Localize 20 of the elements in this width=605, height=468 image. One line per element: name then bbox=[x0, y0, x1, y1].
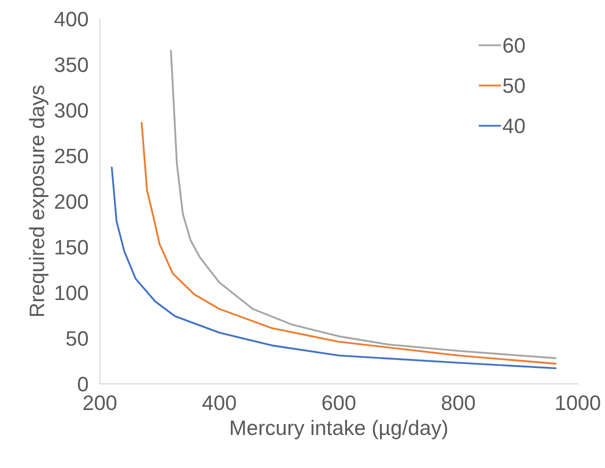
line-series bbox=[110, 166, 557, 370]
y-tick-label: 400 bbox=[54, 12, 88, 26]
x-tick-label: 400 bbox=[202, 395, 236, 410]
y-tick-label: 200 bbox=[55, 194, 88, 209]
y-axis-title: Rrequired exposure days bbox=[28, 86, 48, 316]
legend-label: 60 bbox=[503, 38, 525, 53]
x-tick-label: 200 bbox=[83, 395, 116, 410]
x-tick-label: 800 bbox=[442, 395, 475, 410]
legend-label: 50 bbox=[503, 78, 525, 94]
y-tick-label: 50 bbox=[66, 331, 88, 346]
x-tick-label: 1000 bbox=[556, 395, 600, 410]
y-tick-label: 300 bbox=[54, 102, 88, 118]
y-tick-label: 350 bbox=[54, 57, 88, 72]
y-tick-label: 250 bbox=[55, 148, 88, 164]
y-tick-label: 0 bbox=[78, 376, 88, 392]
y-tick-label: 150 bbox=[56, 240, 88, 255]
y-tick-label: 100 bbox=[56, 286, 88, 300]
legend-label: 40 bbox=[502, 118, 525, 134]
x-tick-label: 600 bbox=[322, 395, 356, 410]
x-axis-title: Mercury intake (µg/day) bbox=[230, 420, 448, 440]
